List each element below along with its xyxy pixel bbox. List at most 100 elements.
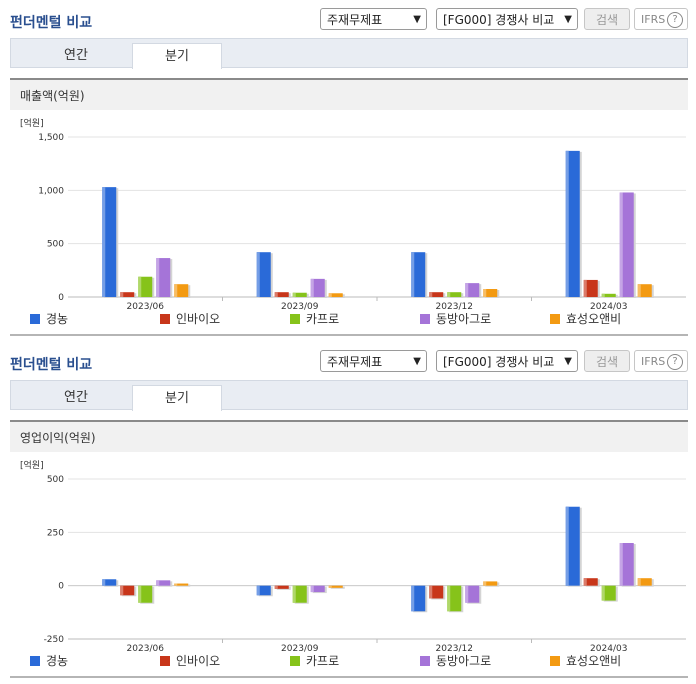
chart-legend: 경농 인바이오 카프로 동방아그로 효성오앤비 [30,654,670,670]
bar[interactable] [328,585,343,588]
bar[interactable] [483,581,498,586]
bar[interactable] [138,276,153,297]
bar[interactable] [310,585,325,593]
bar[interactable] [411,252,426,297]
legend-swatch [30,314,40,324]
bar[interactable] [256,585,271,596]
bar[interactable] [274,292,289,297]
bar[interactable] [565,150,580,297]
bar[interactable] [256,252,271,297]
legend-item[interactable]: 인바이오 [160,312,220,326]
bar[interactable] [328,293,343,297]
bar[interactable] [310,278,325,297]
help-icon[interactable]: ? [667,12,683,28]
legend-swatch [420,656,430,666]
bar[interactable] [637,284,652,297]
tab-quarterly[interactable]: 분기 [132,43,222,69]
search-button[interactable]: 검색 [584,8,630,30]
bar-highlight [274,585,278,589]
bar[interactable] [138,585,153,603]
legend-item[interactable]: 경농 [30,312,68,326]
bar-highlight [483,289,487,297]
legend-item[interactable]: 효성오앤비 [550,312,621,326]
x-tick-label: 2024/03 [590,302,627,310]
bar-highlight [565,150,569,297]
legend-item[interactable]: 효성오앤비 [550,654,621,668]
y-tick-label: 250 [47,528,64,538]
bar-highlight [310,278,314,297]
bar-highlight [174,583,178,586]
revenue-chart: [억원] 0 500 1,000 1,500 2023/06 2023/09 2023/12 2… [20,117,686,310]
statement-select[interactable]: 주재무제표 ▼ [320,8,427,30]
legend-item[interactable]: 카프로 [290,654,339,668]
tab-quarterly[interactable]: 분기 [132,385,222,411]
statement-select-value: 주재무제표 [327,355,383,369]
ifrs-button[interactable]: IFRS? [634,350,688,372]
bar[interactable] [174,583,189,586]
bar[interactable] [483,289,498,297]
bar[interactable] [465,585,480,603]
ifrs-label: IFRS [641,355,666,368]
chevron-down-icon: ▼ [413,14,421,25]
bar[interactable] [102,579,117,586]
bar-highlight [174,284,178,297]
bar[interactable] [292,585,307,603]
section-header: 매출액(억원) [10,78,688,110]
peer-group-select[interactable]: [FG000] 경쟁사 비교 ▼ [436,350,578,372]
y-tick-label: -250 [44,635,65,645]
bar[interactable] [429,585,444,599]
panel-operating-profit: 펀더멘털 비교 주재무제표 ▼ [FG000] 경쟁사 비교 ▼ 검색 IFRS? … [0,342,696,684]
legend-label: 효성오앤비 [566,654,622,668]
bar[interactable] [156,580,171,586]
period-tabs: 연간 분기 [10,380,688,411]
chevron-down-icon: ▼ [564,14,572,25]
peer-group-select[interactable]: [FG000] 경쟁사 비교 ▼ [436,8,578,30]
legend-item[interactable]: 경농 [30,654,68,668]
y-tick-label: 0 [58,582,64,592]
bar-highlight [120,292,124,297]
bar-highlight [429,585,433,599]
tab-annual[interactable]: 연간 [64,48,88,63]
bar[interactable] [411,585,426,612]
help-icon[interactable]: ? [667,354,683,370]
legend-item[interactable]: 동방아그로 [420,312,491,326]
bar[interactable] [583,279,598,297]
bar[interactable] [619,543,634,586]
bar[interactable] [583,578,598,586]
legend-item[interactable]: 인바이오 [160,654,220,668]
bar-highlight [102,187,106,297]
bar[interactable] [120,292,135,297]
bar[interactable] [565,506,580,586]
search-button[interactable]: 검색 [584,350,630,372]
bar-highlight [256,252,260,297]
legend-label: 동방아그로 [436,654,492,668]
bar[interactable] [447,585,462,612]
legend-item[interactable]: 동방아그로 [420,654,491,668]
bar-highlight [447,292,451,297]
bar-highlight [601,293,605,297]
x-tick-label: 2023/06 [127,644,165,652]
bar[interactable] [601,585,616,601]
bar[interactable] [156,258,171,297]
bar[interactable] [174,284,189,297]
bar[interactable] [429,292,444,297]
legend-swatch [290,656,300,666]
legend-item[interactable]: 카프로 [290,312,339,326]
bar[interactable] [274,585,289,589]
bar[interactable] [619,192,634,297]
bar-highlight [138,585,142,603]
bar[interactable] [601,293,616,297]
bar[interactable] [292,292,307,297]
statement-select[interactable]: 주재무제표 ▼ [320,350,427,372]
bar[interactable] [102,187,117,297]
bar-highlight [156,580,160,586]
bar[interactable] [465,283,480,297]
y-tick-label: 1,000 [38,186,64,196]
bar[interactable] [120,585,135,596]
ifrs-button[interactable]: IFRS? [634,8,688,30]
legend-swatch [30,656,40,666]
bar[interactable] [447,292,462,297]
tab-annual[interactable]: 연간 [64,390,88,405]
bar[interactable] [637,578,652,586]
bar-highlight [411,585,415,612]
